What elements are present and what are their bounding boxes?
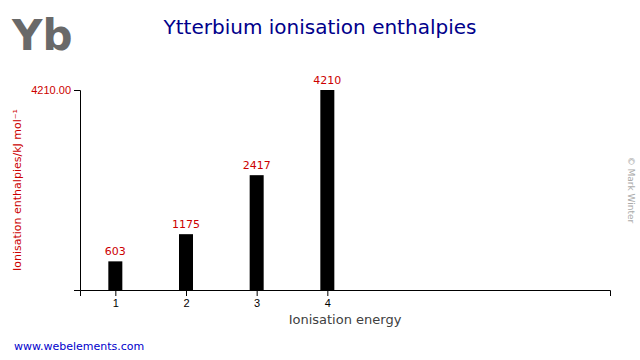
chart: 1 2 3 4 4210.00 603 1175 2417 4210 Ytterbium ioni… <box>0 0 640 360</box>
y-tick: 4210.00 <box>31 84 80 96</box>
x-tick-label: 3 <box>254 297 260 309</box>
bars <box>108 90 334 290</box>
data-label: 603 <box>105 245 126 258</box>
y-axis-label: Ionisation enthalpies/kJ mol⁻¹ <box>11 109 24 271</box>
bar <box>250 175 264 290</box>
data-label: 1175 <box>172 218 200 231</box>
x-tick-mark <box>115 290 116 296</box>
x-tick-mark <box>257 290 258 296</box>
x-tick-mark <box>327 290 328 296</box>
bar <box>320 90 334 290</box>
data-label: 4210 <box>313 74 341 87</box>
x-axis-label: Ionisation energy <box>289 312 402 327</box>
watermark: © Mark Winter <box>626 157 636 224</box>
y-axis-line <box>74 91 81 291</box>
plot-area: 1 2 3 4 4210.00 603 1175 2417 4210 <box>31 74 610 309</box>
x-tick: 1 <box>113 290 119 309</box>
x-axis-line <box>81 291 611 297</box>
bar <box>179 234 193 290</box>
x-tick: 4 <box>325 290 331 309</box>
x-tick-label: 4 <box>325 297 331 309</box>
data-label: 2417 <box>243 159 271 172</box>
element-symbol: Yb <box>11 11 72 60</box>
bar <box>108 261 122 290</box>
x-tick-mark <box>186 290 187 296</box>
y-tick-mark <box>74 90 80 91</box>
x-tick: 2 <box>183 290 189 309</box>
website: www.webelements.com <box>14 340 144 353</box>
y-tick-label: 4210.00 <box>31 84 71 96</box>
data-labels: 603 1175 2417 4210 <box>105 74 342 258</box>
title: Ytterbium ionisation enthalpies <box>163 15 477 39</box>
y-axis: 4210.00 <box>31 84 80 290</box>
x-tick-label: 2 <box>183 297 189 309</box>
x-tick: 3 <box>254 290 260 309</box>
x-tick-label: 1 <box>113 297 119 309</box>
x-axis: 1 2 3 4 <box>81 290 611 309</box>
